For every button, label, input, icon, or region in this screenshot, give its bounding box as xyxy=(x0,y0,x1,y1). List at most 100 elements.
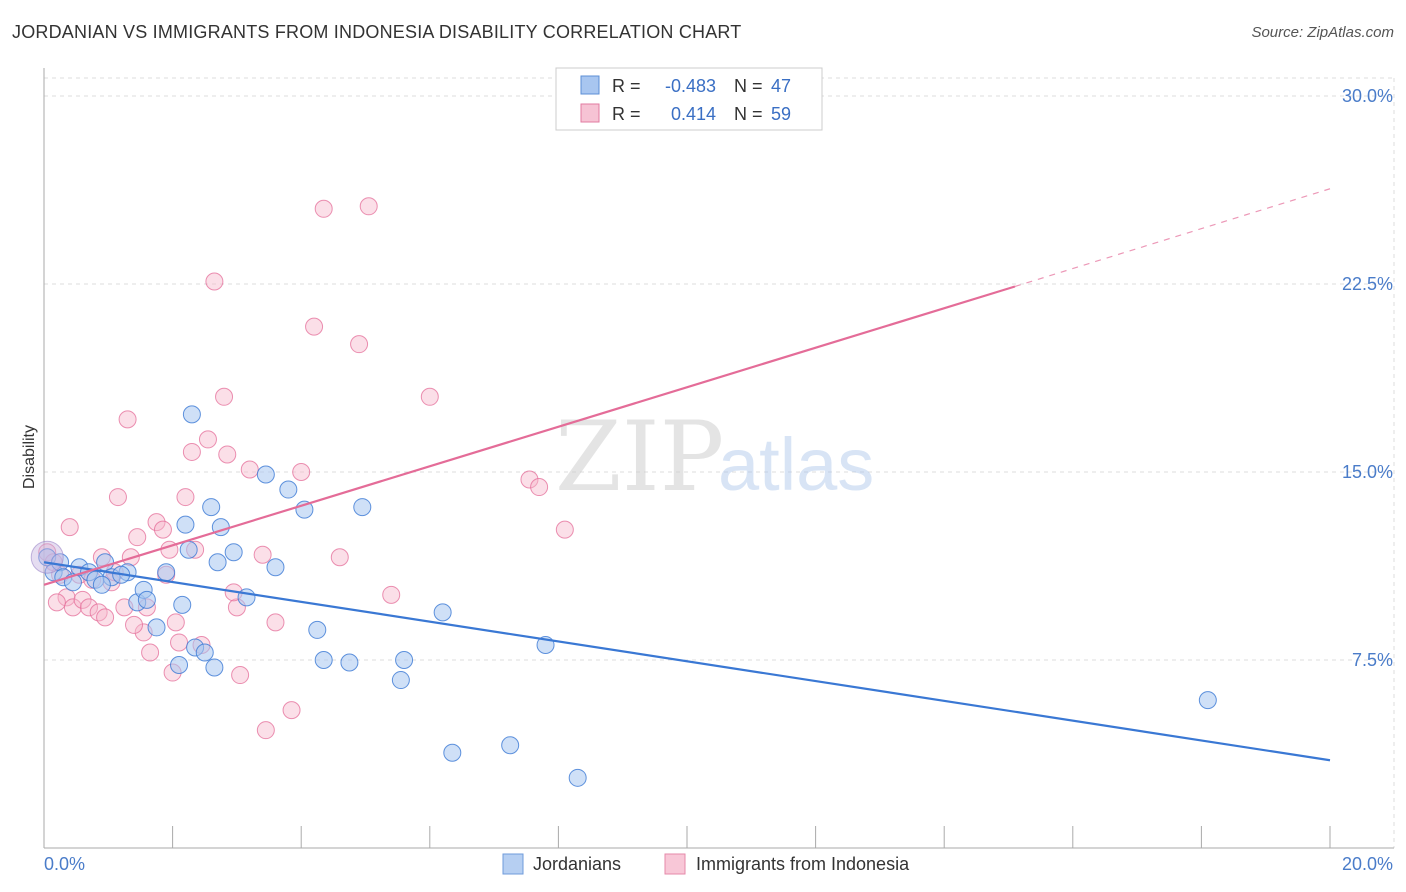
chart-title: JORDANIAN VS IMMIGRANTS FROM INDONESIA D… xyxy=(12,22,742,42)
bottom-legend-jordanians: Jordanians xyxy=(533,854,621,874)
bottom-legend-indonesia: Immigrants from Indonesia xyxy=(696,854,910,874)
jordanians-point xyxy=(308,620,327,639)
jordanians-point xyxy=(208,553,227,572)
tick-labels: 7.5% 15.0% 22.5% 30.0% 0.0% 20.0% xyxy=(44,86,1393,874)
axes xyxy=(43,68,1394,849)
indonesia-point xyxy=(359,197,378,216)
indonesia-point xyxy=(147,513,166,532)
indonesia-point xyxy=(73,590,92,609)
indonesia-point xyxy=(125,615,144,634)
x-tick-label-1: 20.0% xyxy=(1342,854,1393,874)
jordanians-point xyxy=(205,658,224,677)
indonesia-point xyxy=(96,608,115,627)
legend-r-value-2: 0.414 xyxy=(671,104,716,124)
indonesia-point xyxy=(47,593,66,612)
indonesia-point xyxy=(63,598,82,617)
jordanians-point xyxy=(501,736,520,755)
jordanians-point xyxy=(176,515,195,534)
indonesia-point xyxy=(215,387,234,406)
indonesia-point xyxy=(292,463,311,481)
series-indonesia-points xyxy=(38,197,574,740)
jordanians-point xyxy=(173,595,192,614)
jordanians-point xyxy=(314,651,333,669)
jordanians-point xyxy=(237,588,256,607)
jordanians-point xyxy=(353,498,372,517)
y-tick-label-2: 22.5% xyxy=(1342,274,1393,294)
indonesia-point xyxy=(198,430,217,449)
jordanians-point xyxy=(433,603,452,622)
indonesia-point xyxy=(118,410,137,429)
indonesia-point xyxy=(282,701,301,720)
indonesia-point xyxy=(166,613,185,632)
indonesia-point xyxy=(520,470,539,489)
indonesia-point xyxy=(60,518,79,537)
indonesia-point xyxy=(305,317,324,336)
jordanians-point xyxy=(202,498,221,517)
indonesia-point xyxy=(205,272,224,291)
bottom-legend-swatch-indonesia xyxy=(664,853,686,875)
jordanians-point xyxy=(568,768,587,787)
legend-n-value-1: 47 xyxy=(771,76,791,96)
indonesia-point xyxy=(420,387,439,406)
indonesia-point xyxy=(256,721,275,740)
trend-line-jordanians xyxy=(43,561,1331,762)
indonesia-point xyxy=(80,598,99,617)
cluster-point xyxy=(30,540,64,574)
bottom-legend-swatch-jordanians xyxy=(502,853,524,875)
jordanians-point xyxy=(195,643,214,662)
indonesia-point xyxy=(555,520,574,539)
trend-line-indonesia xyxy=(43,285,1016,586)
indonesia-point xyxy=(170,633,189,652)
watermark-zip: ZIP xyxy=(555,401,724,513)
stats-legend-box xyxy=(555,67,823,131)
indonesia-point xyxy=(141,643,160,662)
indonesia-point xyxy=(330,548,349,567)
legend-r-value-1: -0.483 xyxy=(665,76,716,96)
trend-line-indonesia-extension xyxy=(1014,188,1331,288)
jordanians-point xyxy=(179,540,198,559)
indonesia-point xyxy=(382,585,401,604)
jordanians-point xyxy=(182,405,201,424)
x-tick-label-0: 0.0% xyxy=(44,854,85,874)
legend-swatch-blue xyxy=(580,75,600,95)
y-axis-label: Disability xyxy=(21,425,38,489)
trend-lines xyxy=(43,188,1331,762)
jordanians-point xyxy=(279,480,298,499)
jordanians-point xyxy=(157,563,176,582)
jordanians-point xyxy=(170,656,189,675)
stats-legend: R = -0.483 N = 47 R = 0.414 N = 59 xyxy=(555,67,823,131)
legend-n-label-2: N = xyxy=(734,104,763,124)
jordanians-point xyxy=(443,743,462,762)
indonesia-point xyxy=(182,442,201,461)
watermark: ZIP atlas xyxy=(555,401,874,513)
indonesia-point xyxy=(153,520,172,539)
legend-n-value-2: 59 xyxy=(771,104,791,124)
legend-r-label-1: R = xyxy=(612,76,641,96)
watermark-atlas: atlas xyxy=(718,423,874,506)
jordanians-point xyxy=(92,575,111,594)
jordanians-point xyxy=(1198,691,1217,710)
indonesia-point xyxy=(108,488,127,507)
jordanians-point xyxy=(224,543,243,562)
jordanians-point xyxy=(266,558,285,577)
legend-r-label-2: R = xyxy=(612,104,641,124)
indonesia-point xyxy=(253,545,272,564)
jordanians-point xyxy=(256,465,275,484)
indonesia-point xyxy=(57,588,76,607)
source-label: Source: ZipAtlas.com xyxy=(1251,24,1394,41)
indonesia-point xyxy=(530,478,549,497)
indonesia-point xyxy=(266,613,285,632)
jordanians-point xyxy=(395,651,414,669)
jordanians-point xyxy=(137,590,156,609)
indonesia-point xyxy=(314,199,333,218)
indonesia-point xyxy=(128,528,147,547)
y-tick-label-0: 7.5% xyxy=(1352,650,1393,670)
indonesia-point xyxy=(240,460,259,479)
legend-swatch-pink xyxy=(580,103,600,123)
jordanians-point xyxy=(147,618,166,637)
jordanians-point xyxy=(391,671,410,690)
y-tick-label-3: 30.0% xyxy=(1342,86,1393,106)
indonesia-point xyxy=(176,488,195,507)
indonesia-point xyxy=(350,335,369,354)
